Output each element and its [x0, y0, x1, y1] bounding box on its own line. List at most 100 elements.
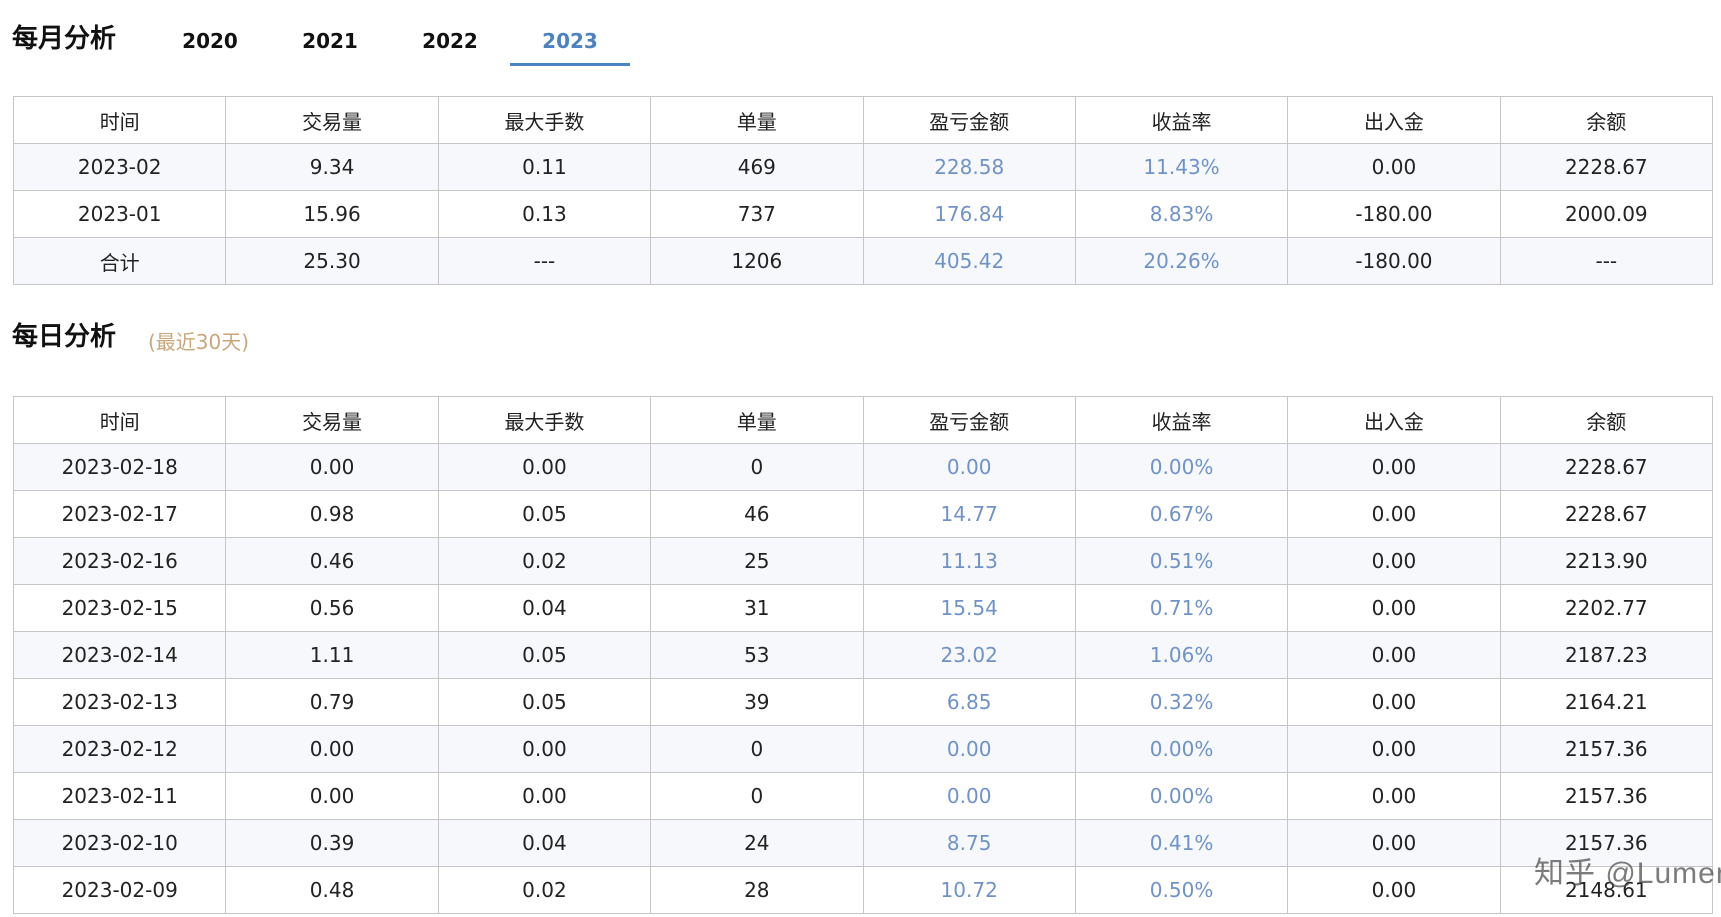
cell-max-lots: 0.04	[437, 584, 652, 632]
cell-volume: 0.79	[225, 678, 439, 726]
cell-balance: 2157.36	[1499, 772, 1714, 820]
cell-max-lots: 0.13	[437, 190, 652, 238]
cell-time: 2023-02-12	[12, 725, 227, 773]
cell-time: 2023-01	[12, 190, 227, 238]
col-header-profit: 盈亏金额	[862, 96, 1076, 144]
cell-time: 2023-02-15	[12, 584, 227, 632]
col-header-order-count: 单量	[650, 96, 864, 144]
cell-volume: 0.56	[225, 584, 439, 632]
table-row: 2023-02-15 0.56 0.04 31 15.54 0.71% 0.00 2202.7…	[12, 584, 1714, 632]
col-header-balance: 余额	[1499, 396, 1714, 444]
cell-time: 2023-02-14	[12, 631, 227, 679]
cell-order-count: 28	[650, 866, 864, 914]
col-header-order-count: 单量	[650, 396, 864, 444]
cell-profit: 405.42	[862, 237, 1076, 285]
cell-balance: 2164.21	[1499, 678, 1714, 726]
cell-volume: 9.34	[225, 143, 439, 191]
col-header-max-lots: 最大手数	[437, 96, 652, 144]
cell-order-count: 24	[650, 819, 864, 867]
cell-volume: 25.30	[225, 237, 439, 285]
cell-profit: 0.00	[862, 772, 1076, 820]
col-header-max-lots: 最大手数	[437, 396, 652, 444]
cell-order-count: 25	[650, 537, 864, 585]
cell-balance: 2202.77	[1499, 584, 1714, 632]
monthly-analysis-title: 每月分析	[12, 24, 117, 54]
cell-return-rate: 0.50%	[1074, 866, 1289, 914]
table-row: 2023-02-10 0.39 0.04 24 8.75 0.41% 0.00 2157.36	[12, 819, 1714, 867]
table-row: 2023-02-13 0.79 0.05 39 6.85 0.32% 0.00 2164.21	[12, 678, 1714, 726]
cell-order-count: 0	[650, 725, 864, 773]
col-header-return-rate: 收益率	[1074, 396, 1289, 444]
cell-return-rate: 0.00%	[1074, 772, 1289, 820]
watermark: 知乎 @Lumen	[1534, 857, 1721, 890]
cell-order-count: 31	[650, 584, 864, 632]
cell-time: 2023-02	[12, 143, 227, 191]
cell-time: 2023-02-16	[12, 537, 227, 585]
tab-2022[interactable]: 2022	[422, 29, 478, 53]
cell-order-count: 469	[650, 143, 864, 191]
cell-volume: 0.98	[225, 490, 439, 538]
cell-return-rate: 0.00%	[1074, 443, 1289, 491]
cell-volume: 15.96	[225, 190, 439, 238]
cell-time: 2023-02-11	[12, 772, 227, 820]
table-row: 2023-02-16 0.46 0.02 25 11.13 0.51% 0.00 2213.9…	[12, 537, 1714, 585]
cell-max-lots: 0.02	[437, 866, 652, 914]
table-row: 合计 25.30 --- 1206 405.42 20.26% -180.00 ---	[12, 237, 1714, 285]
cell-order-count: 0	[650, 443, 864, 491]
table-row: 2023-02 9.34 0.11 469 228.58 11.43% 0.00 2228.6…	[12, 143, 1714, 191]
cell-balance: 2000.09	[1499, 190, 1714, 238]
cell-order-count: 737	[650, 190, 864, 238]
daily-analysis-subtitle: (最近30天)	[148, 330, 250, 354]
daily-table: 时间 交易量 最大手数 单量 盈亏金额 收益率 出入金 余额 2023-02-1…	[12, 396, 1714, 914]
cell-deposit-withdrawal: 0.00	[1287, 490, 1501, 538]
daily-header-row: 时间 交易量 最大手数 单量 盈亏金额 收益率 出入金 余额	[12, 396, 1714, 444]
cell-deposit-withdrawal: 0.00	[1287, 678, 1501, 726]
col-header-deposit-withdrawal: 出入金	[1287, 96, 1501, 144]
cell-volume: 0.00	[225, 443, 439, 491]
cell-max-lots: 0.00	[437, 443, 652, 491]
cell-return-rate: 8.83%	[1074, 190, 1289, 238]
col-header-balance: 余额	[1499, 96, 1714, 144]
cell-profit: 8.75	[862, 819, 1076, 867]
cell-deposit-withdrawal: 0.00	[1287, 725, 1501, 773]
cell-return-rate: 0.32%	[1074, 678, 1289, 726]
cell-profit: 23.02	[862, 631, 1076, 679]
tab-2023[interactable]: 2023	[510, 20, 630, 66]
cell-time: 2023-02-18	[12, 443, 227, 491]
tab-2021[interactable]: 2021	[302, 29, 358, 53]
cell-return-rate: 0.00%	[1074, 725, 1289, 773]
cell-volume: 0.00	[225, 725, 439, 773]
col-header-deposit-withdrawal: 出入金	[1287, 396, 1501, 444]
col-header-time: 时间	[12, 396, 227, 444]
col-header-volume: 交易量	[225, 96, 439, 144]
cell-profit: 14.77	[862, 490, 1076, 538]
cell-deposit-withdrawal: 0.00	[1287, 584, 1501, 632]
cell-order-count: 39	[650, 678, 864, 726]
cell-deposit-withdrawal: -180.00	[1287, 190, 1501, 238]
cell-balance: 2148.61	[1499, 866, 1714, 914]
monthly-table: 时间 交易量 最大手数 单量 盈亏金额 收益率 出入金 余额 2023-02 9.…	[12, 96, 1714, 285]
cell-max-lots: 0.05	[437, 631, 652, 679]
cell-order-count: 0	[650, 772, 864, 820]
cell-max-lots: 0.04	[437, 819, 652, 867]
cell-time: 2023-02-17	[12, 490, 227, 538]
cell-time: 合计	[12, 237, 227, 285]
cell-balance: 2228.67	[1499, 143, 1714, 191]
table-row: 2023-01 15.96 0.13 737 176.84 8.83% -180.00 200…	[12, 190, 1714, 238]
cell-volume: 1.11	[225, 631, 439, 679]
table-row: 2023-02-17 0.98 0.05 46 14.77 0.67% 0.00 2228.6…	[12, 490, 1714, 538]
cell-deposit-withdrawal: 0.00	[1287, 772, 1501, 820]
cell-time: 2023-02-09	[12, 866, 227, 914]
table-row: 2023-02-11 0.00 0.00 0 0.00 0.00% 0.00 2157.36	[12, 772, 1714, 820]
daily-analysis-title: 每日分析	[12, 322, 117, 352]
cell-return-rate: 0.71%	[1074, 584, 1289, 632]
year-tabs: 2020 2021 2022 2023	[150, 20, 630, 70]
tab-2020[interactable]: 2020	[182, 29, 238, 53]
cell-order-count: 46	[650, 490, 864, 538]
cell-profit: 6.85	[862, 678, 1076, 726]
cell-balance: 2228.67	[1499, 490, 1714, 538]
cell-balance: 2187.23	[1499, 631, 1714, 679]
cell-deposit-withdrawal: 0.00	[1287, 443, 1501, 491]
table-row: 2023-02-14 1.11 0.05 53 23.02 1.06% 0.00 2187.2…	[12, 631, 1714, 679]
